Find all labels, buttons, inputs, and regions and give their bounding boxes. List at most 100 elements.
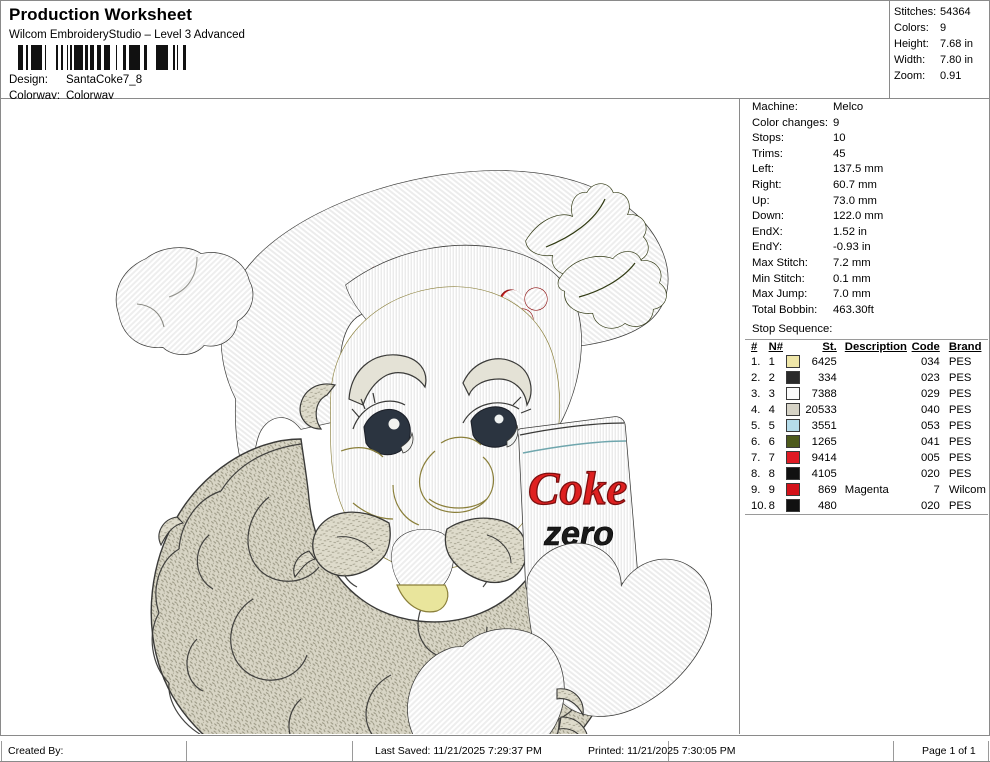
row-code: 029 (920, 388, 940, 400)
row-index: 5. (751, 420, 761, 432)
row-index: 2. (751, 372, 761, 384)
footer-divider (988, 741, 989, 761)
footer-created-by: Created By: (8, 745, 64, 757)
row-color-swatch (785, 450, 801, 466)
worksheet-footer: Created By: Last Saved: 11/21/2025 7:29:… (0, 735, 990, 762)
design-preview-pane: Coke zero (1, 99, 740, 734)
color-swatch (786, 370, 801, 384)
row-index: 6. (751, 436, 761, 448)
row-code: 034 (920, 356, 940, 368)
col-description: Description (844, 341, 907, 353)
row-stitches: 20533 (805, 404, 837, 416)
page-title: Production Worksheet (9, 5, 193, 24)
machine-info-value: 1.52 in (833, 225, 867, 238)
row-code: 005 (920, 452, 940, 464)
row-color-swatch (785, 466, 801, 482)
color-swatch (786, 434, 801, 448)
col-stitches: St. (822, 341, 837, 353)
table-row[interactable]: 6. 6 1265 041 PES (745, 434, 988, 450)
row-index: 7. (751, 452, 761, 464)
table-row[interactable]: 7. 7 9414 005 PES (745, 450, 988, 466)
table-row[interactable]: 1. 1 6425 034 PES (745, 354, 988, 370)
row-code: 053 (920, 420, 940, 432)
table-row[interactable]: 2. 2 334 023 PES (745, 370, 988, 386)
row-description (842, 402, 910, 418)
machine-info-row: Stops: 10 (741, 132, 989, 148)
row-stitches: 1265 (811, 436, 837, 448)
stop-sequence-table: # N# St. Description Code Brand 1. 1 6425 0… (745, 341, 988, 514)
stat-value: 54364 (940, 6, 971, 18)
row-index: 10. (751, 500, 767, 512)
row-brand: PES (948, 420, 972, 432)
row-needle: 3 (768, 388, 775, 400)
machine-info-value: 122.0 mm (833, 210, 884, 223)
can-brand-text: Coke (528, 463, 627, 515)
machine-info-row: Color changes: 9 (741, 117, 989, 133)
row-color-swatch (785, 482, 801, 498)
row-description (842, 370, 910, 386)
stat-height: Height: 7.68 in (894, 38, 988, 53)
row-description (842, 386, 910, 402)
machine-info-value: -0.93 in (833, 241, 871, 254)
machine-info-row: Up: 73.0 mm (741, 195, 989, 211)
color-swatch (786, 450, 801, 464)
footer-divider (668, 741, 669, 761)
stat-label: Colors: (894, 22, 929, 34)
table-row[interactable]: 5. 5 3551 053 PES (745, 418, 988, 434)
col-needle: N# (768, 341, 784, 353)
row-index: 4. (751, 404, 761, 416)
mitten-cuff (407, 628, 565, 734)
machine-info-label: Stops: (752, 132, 785, 145)
stat-stitches: Stitches: 54364 (894, 6, 988, 21)
barcode (9, 45, 187, 70)
stop-sequence-table-wrap: # N# St. Description Code Brand 1. 1 6425 0… (745, 339, 988, 515)
row-brand: PES (948, 372, 972, 384)
table-row[interactable]: 9. 9 869 Magenta 7 Wilcom (745, 482, 988, 498)
machine-info-value: 45 (833, 147, 846, 160)
eyebrows (348, 354, 532, 407)
eyes (351, 392, 532, 456)
stat-colors: Colors: 9 (894, 22, 988, 37)
row-stitches: 9414 (811, 452, 837, 464)
machine-info-value: 10 (833, 132, 846, 145)
row-needle: 1 (768, 356, 775, 368)
row-code: 040 (920, 404, 940, 416)
stat-label: Stitches: (894, 6, 937, 18)
stat-value: 7.80 in (940, 54, 974, 66)
row-brand: Wilcom (948, 484, 986, 496)
machine-info-label: Down: (752, 210, 785, 223)
stat-value: 7.68 in (940, 38, 974, 50)
table-row[interactable]: 3. 3 7388 029 PES (745, 386, 988, 402)
machine-info-value: 463.30ft (833, 303, 874, 316)
sideburn (299, 383, 337, 430)
footer-last-saved: Last Saved: 11/21/2025 7:29:37 PM (375, 745, 542, 757)
color-swatch (786, 498, 801, 512)
machine-info-label: Trims: (752, 147, 783, 160)
machine-info-value: 60.7 mm (833, 178, 877, 191)
row-stitches: 3551 (811, 420, 837, 432)
stat-zoom: Zoom: 0.91 (894, 70, 988, 85)
row-needle: 9 (768, 484, 775, 496)
row-needle: 6 (768, 436, 775, 448)
row-stitches: 6425 (811, 356, 837, 368)
row-stitches: 4105 (811, 468, 837, 480)
beard-tip-flicks (556, 688, 588, 734)
machine-info-value: 0.1 mm (833, 272, 871, 285)
footer-border-top (0, 735, 990, 736)
header-left-block: Production Worksheet Wilcom EmbroiderySt… (1, 1, 889, 114)
row-code: 7 (933, 484, 940, 496)
machine-info-label: Up: (752, 194, 770, 207)
table-row[interactable]: 10. 8 480 020 PES (745, 498, 988, 514)
holly-sprig (499, 183, 667, 332)
machine-info-value: 137.5 mm (833, 163, 884, 176)
row-color-swatch (785, 434, 801, 450)
coke-zero-can: Coke zero (517, 416, 638, 596)
table-row[interactable]: 4. 4 20533 040 PES (745, 402, 988, 418)
machine-info-label: EndX: (752, 225, 783, 238)
row-description (842, 498, 910, 514)
color-swatch (786, 354, 801, 368)
row-color-swatch (785, 370, 801, 386)
table-row[interactable]: 8. 8 4105 020 PES (745, 466, 988, 482)
page-border-left (0, 0, 1, 735)
